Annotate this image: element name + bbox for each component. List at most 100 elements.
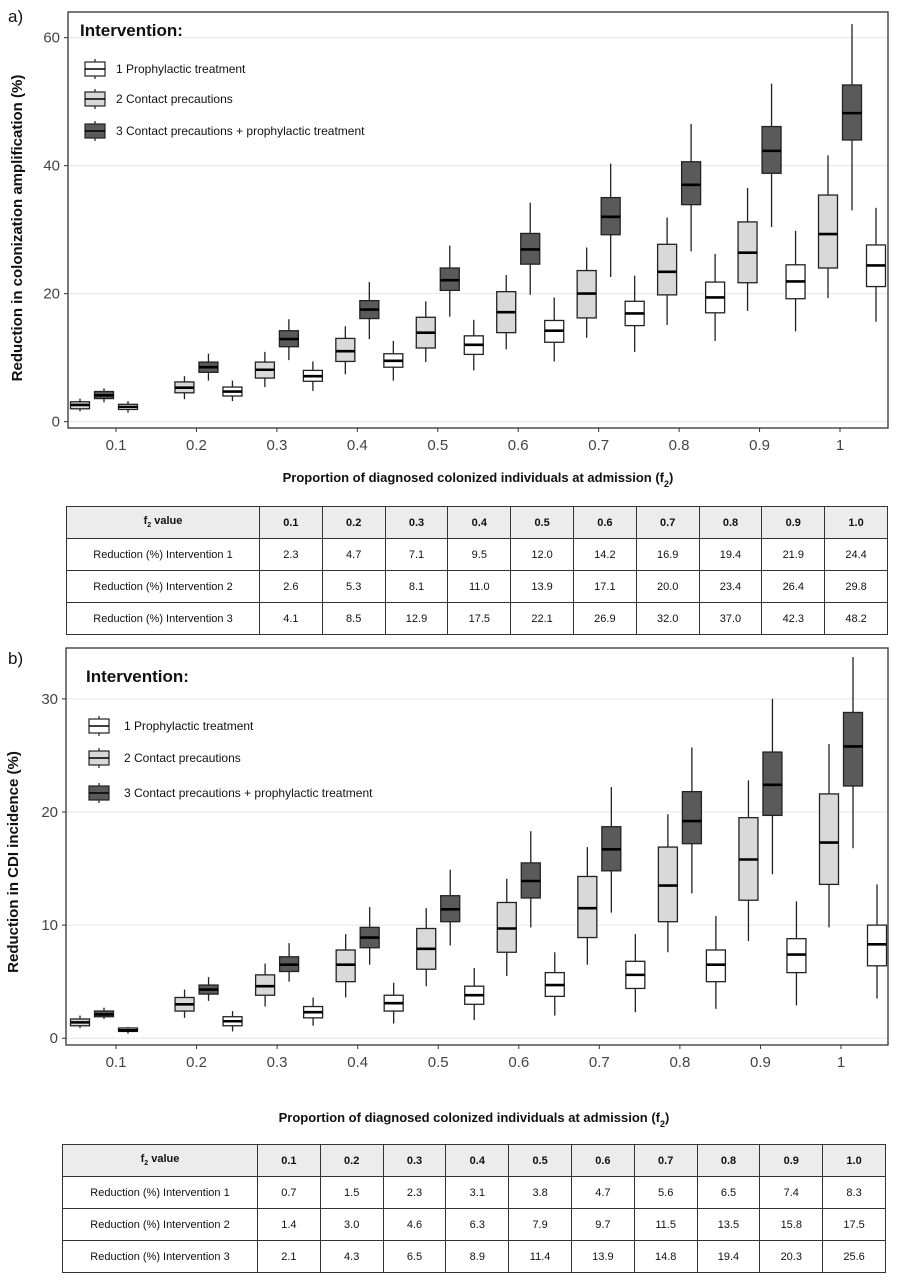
panel-b-x-axis-label: Proportion of diagnosed colonized indivi… [279,1110,670,1129]
table-header-cell: 0.6 [570,1144,635,1177]
box-intervention-2 [577,847,598,965]
y-tick-label: 0 [52,414,60,431]
box-intervention-2 [254,963,276,1007]
x-tick-label: 0.2 [186,1054,207,1071]
table-cell: 6.5 [696,1176,761,1209]
panel-b-legend: Intervention: 1 Prophylactic treatment 2… [86,667,373,803]
box-intervention-1 [544,297,565,362]
table-cell: 9.5 [447,538,512,571]
table-cell: 1.4 [257,1208,321,1241]
box-intervention-1 [117,1026,139,1034]
table-cell: 24.4 [824,538,888,571]
table-cell: 6.5 [382,1240,447,1273]
box-intervention-2 [174,376,195,400]
x-tick-label: 0.5 [428,1054,449,1071]
table-cell: 4.7 [570,1176,635,1209]
table-header-cell: 0.1 [259,506,323,539]
box-intervention-2 [738,780,759,941]
box-iqr [818,793,840,886]
table-row: Reduction (%) Intervention 1 0.7 1.5 2.3… [62,1176,886,1209]
table-cell: 11.5 [633,1208,698,1241]
box-intervention-3 [681,747,703,894]
box-intervention-1 [625,934,646,1013]
table-cell: 3.1 [445,1176,510,1209]
box-intervention-1 [705,916,727,1009]
table-cell: 42.3 [761,602,826,635]
table-cell: 8.3 [822,1176,886,1209]
y-tick-label: 10 [41,917,58,934]
box-intervention-2 [817,155,839,299]
table-row-label: Reduction (%) Intervention 2 [66,570,260,603]
box-intervention-3 [761,83,782,228]
table-cell: 8.9 [445,1240,510,1273]
box-intervention-3 [842,657,864,849]
box-intervention-3 [359,282,380,340]
box-intervention-3 [198,977,219,1001]
box-intervention-3 [440,869,461,946]
box-intervention-3 [278,319,300,361]
panel-b-summary-table: f2 value 0.1 0.2 0.3 0.4 0.5 0.6 0.7 0.8… [62,1144,886,1273]
panel-b-legend-item-2: 2 Contact precautions [124,751,241,765]
table-cell: 19.4 [698,538,763,571]
table-header-cell: 0.2 [319,1144,384,1177]
table-header-cell: 0.4 [447,506,512,539]
y-tick-label: 30 [41,691,58,708]
table-cell: 12.9 [384,602,449,635]
panel-border [65,647,889,1046]
box-intervention-2 [69,398,91,412]
table-header-cell: 0.5 [508,1144,572,1177]
table-cell: 15.8 [759,1208,824,1241]
box-intervention-2 [657,814,679,953]
table-row-label: Reduction (%) Intervention 3 [66,602,260,635]
panel-b-legend-title: Intervention: [86,667,189,686]
table-header-cell: 0.9 [761,506,826,539]
panel-a-y-axis-label: Reduction in colonization amplification … [9,75,26,382]
panel-a-x-axis-label: Proportion of diagnosed colonized indivi… [283,470,674,489]
box-intervention-1 [865,207,887,322]
table-row: Reduction (%) Intervention 2 1.4 3.0 4.6… [62,1208,886,1241]
table-header-label: f2 value [62,1144,258,1177]
table-cell: 2.3 [259,538,323,571]
box-intervention-3 [841,24,863,211]
table-header-cell: 0.4 [445,1144,510,1177]
box-intervention-2 [335,934,356,998]
x-tick-label: 0.5 [427,437,448,454]
table-cell: 4.6 [382,1208,447,1241]
box-intervention-1 [544,952,565,1016]
table-header-row: f2 value 0.1 0.2 0.3 0.4 0.5 0.6 0.7 0.8… [62,1144,886,1177]
box-intervention-3 [278,943,300,982]
table-cell: 23.4 [698,570,763,603]
panel-b-legend-item-3: 3 Contact precautions + prophylactic tre… [124,786,373,800]
box-intervention-3 [359,907,380,965]
table-cell: 4.3 [319,1240,384,1273]
table-cell: 48.2 [824,602,888,635]
box-intervention-3 [680,124,702,252]
table-header-cell: 0.6 [572,506,637,539]
legend-key-2 [88,748,110,768]
table-cell: 6.3 [445,1208,510,1241]
table-header-row: f2 value 0.1 0.2 0.3 0.4 0.5 0.6 0.7 0.8… [66,506,888,539]
x-tick-label: 1 [836,437,844,454]
table-header-cell: 1.0 [822,1144,886,1177]
table-cell: 2.3 [382,1176,447,1209]
box-intervention-2 [69,1015,91,1029]
box-intervention-3 [198,353,219,381]
table-cell: 19.4 [696,1240,761,1273]
table-cell: 8.1 [384,570,449,603]
table-cell: 2.6 [259,570,323,603]
box-intervention-2 [254,351,276,388]
box-intervention-3 [762,698,783,875]
box-intervention-1 [222,380,243,402]
table-cell: 25.6 [822,1240,886,1273]
table-header-cell: 0.7 [633,1144,698,1177]
x-tick-label: 0.8 [669,437,690,454]
table-cell: 11.4 [508,1240,572,1273]
panel-b-tag: b) [8,649,23,668]
panel-border [67,11,889,429]
legend-key-3 [84,121,106,141]
table-cell: 26.9 [572,602,637,635]
box-intervention-2 [496,878,517,977]
table-header-label: f2 value [66,506,260,539]
box-intervention-2 [656,217,678,325]
table-header-cell: 1.0 [824,506,888,539]
